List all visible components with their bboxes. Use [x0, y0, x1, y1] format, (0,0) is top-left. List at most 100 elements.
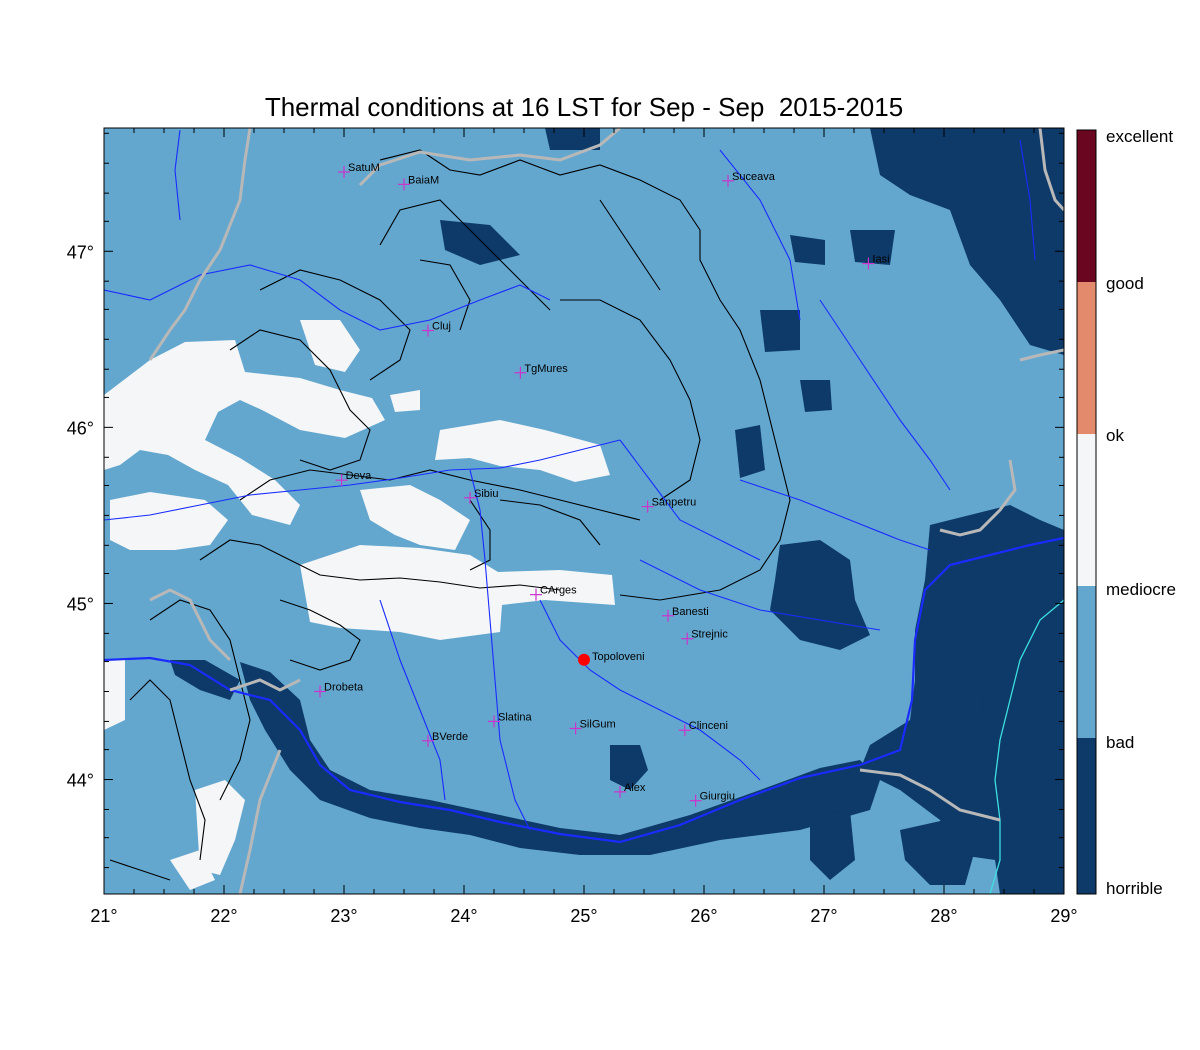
horrible-region-southeast-2 [900, 820, 975, 885]
horrible-region-iasi [850, 230, 895, 265]
legend-label-horrible: horrible [1106, 879, 1163, 898]
city-label: Strejnic [691, 629, 728, 641]
contour-line [259, 269, 411, 381]
lon-tick-label: 27° [810, 906, 837, 926]
mediocre-region-edge [104, 660, 125, 730]
city-label: Clinceni [689, 720, 728, 732]
city-label: BaiaM [408, 174, 439, 186]
legend-label-good: good [1106, 274, 1144, 293]
contour-line [229, 329, 371, 471]
city-label: Sibiu [474, 488, 498, 500]
horrible-region-east-center [770, 540, 870, 650]
legend-swatch-mediocre [1077, 434, 1096, 586]
city-marker: TgMures [514, 363, 568, 379]
mediocre-region-central [360, 485, 470, 550]
city-label: Iasi [872, 254, 889, 266]
legend-swatch-bad [1077, 586, 1096, 738]
legend-colorbar: excellent good ok mediocre bad horrible [1076, 127, 1176, 898]
city-marker: Drobeta [314, 681, 364, 698]
city-marker: SilGum [569, 718, 616, 735]
mediocre-region-fagaras [435, 420, 610, 482]
city-label: Suceava [732, 171, 776, 183]
lon-tick-label: 23° [330, 906, 357, 926]
contour-line [149, 599, 251, 801]
legend-swatch-good [1077, 130, 1096, 282]
horrible-region-danube-west [170, 660, 240, 700]
city-marker: Sanpetru [641, 497, 696, 513]
mediocre-region-carpathians [300, 545, 615, 640]
border-line [1038, 128, 1064, 212]
highlight-city: Topoloveni [578, 651, 645, 666]
horrible-region-danube [240, 662, 880, 855]
city-marker: Sibiu [464, 488, 498, 504]
river-line [619, 439, 761, 561]
horrible-region-alex [610, 745, 648, 790]
city-marker: Suceava [722, 171, 776, 187]
horrible-region-east-lower [930, 680, 985, 760]
latitude-axis: 44° 45° 46° 47° [67, 132, 1064, 869]
city-marker: Deva [335, 470, 373, 487]
contour-line [109, 859, 171, 881]
river-line [104, 264, 551, 331]
contour-line [599, 199, 661, 291]
lat-tick-label: 44° [67, 771, 94, 791]
mediocre-region-cluj [300, 320, 360, 372]
longitude-axis: 21° 22° 23° 24° 25° 26° 27° 28° 29° [90, 128, 1078, 926]
lat-tick-label: 46° [67, 418, 94, 438]
danube-river [104, 536, 1064, 844]
contour-line [279, 599, 361, 671]
border-line [238, 749, 282, 894]
contour-line [419, 259, 471, 331]
city-markers: SatuM BaiaM Suceava Iasi Cluj TgMures Deva Sibi… [314, 162, 890, 807]
city-marker: Iasi [862, 254, 890, 270]
river-line [739, 479, 931, 551]
legend-frame [1076, 129, 1097, 895]
city-label: Giurgiu [700, 791, 735, 803]
city-label: Banesti [672, 606, 709, 618]
border-line [859, 768, 1001, 822]
horrible-region-east-upper [735, 425, 765, 478]
contour-line [560, 299, 701, 501]
lon-tick-label: 22° [210, 906, 237, 926]
border-line [939, 459, 1017, 537]
river-line [1019, 139, 1036, 261]
river-line [639, 559, 881, 631]
country-borders [148, 128, 1064, 894]
city-label: Drobeta [324, 681, 364, 693]
city-marker: BaiaM [398, 174, 439, 191]
city-marker: Cluj [422, 321, 451, 337]
lon-tick-label: 26° [690, 906, 717, 926]
legend-swatch-ok [1077, 282, 1096, 434]
horrible-region-northeast [870, 128, 1064, 355]
lon-tick-label: 28° [930, 906, 957, 926]
city-label: BVerde [432, 731, 468, 743]
rivers [104, 129, 1036, 831]
border-line [1019, 348, 1064, 362]
contour-line [239, 469, 641, 521]
horrible-region-east-spot [800, 380, 832, 412]
city-label: Deva [346, 470, 373, 482]
legend-label-mediocre: mediocre [1106, 580, 1176, 599]
river-line [719, 149, 801, 321]
contour-line [199, 539, 561, 591]
city-marker: Slatina [488, 711, 533, 728]
city-label: TgMures [524, 363, 568, 375]
map-title: Thermal conditions at 16 LST for Sep - S… [264, 92, 904, 122]
city-label: SilGum [580, 718, 616, 730]
river-line [174, 129, 181, 221]
lon-tick-label: 21° [90, 906, 117, 926]
city-marker: Giurgiu [689, 791, 735, 807]
contour-line [379, 149, 791, 601]
mediocre-region-west-lower [110, 492, 228, 550]
city-marker: Banesti [662, 606, 709, 622]
city-label: Slatina [498, 711, 533, 723]
lon-tick-label: 24° [450, 906, 477, 926]
city-label: Cluj [432, 321, 451, 333]
legend-swatch-horrible [1077, 738, 1096, 894]
city-marker: Alex [614, 782, 646, 798]
horrible-region-southeast [810, 810, 855, 880]
city-label: CArges [540, 585, 577, 597]
lon-tick-label: 29° [1050, 906, 1077, 926]
mediocre-region-southwest-2 [170, 850, 215, 890]
